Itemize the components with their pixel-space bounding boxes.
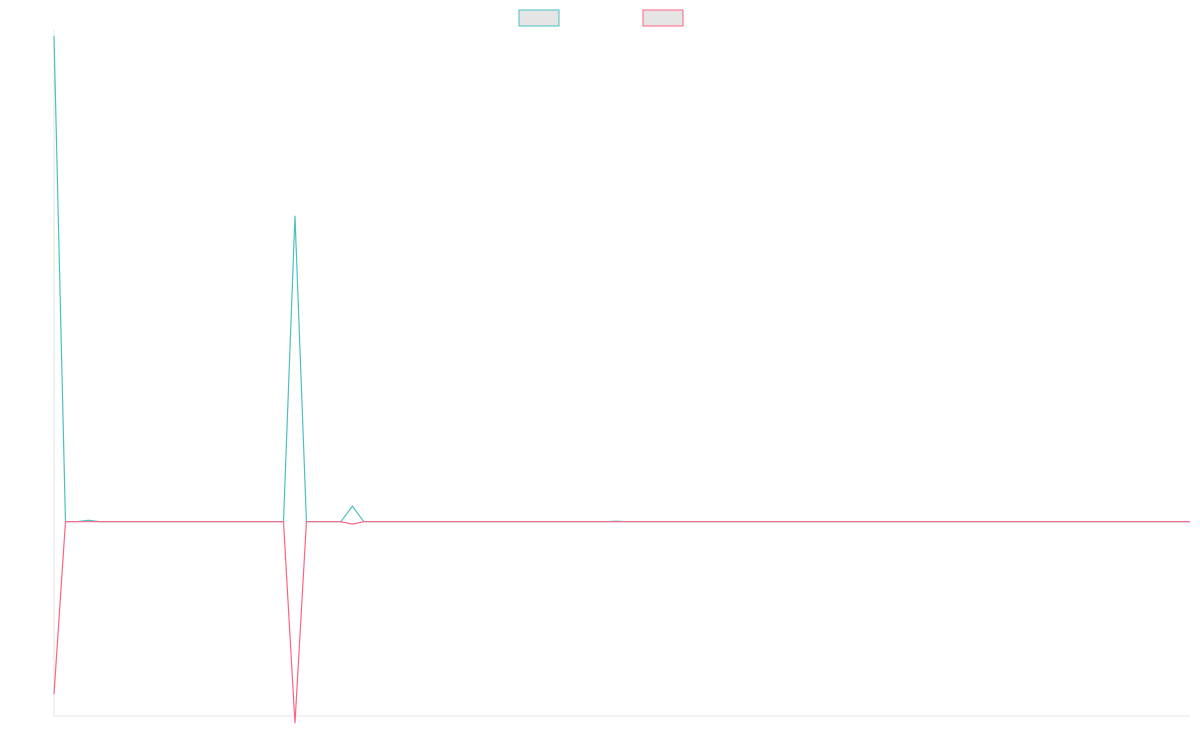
legend-swatch-1[interactable] — [518, 9, 560, 27]
legend-swatch-2[interactable] — [642, 9, 684, 27]
series-line-2 — [53, 521, 1190, 724]
chart-legend — [518, 9, 684, 27]
chart-axes — [53, 30, 1190, 717]
series-line-1 — [53, 35, 1190, 523]
series-layer — [53, 35, 1190, 724]
